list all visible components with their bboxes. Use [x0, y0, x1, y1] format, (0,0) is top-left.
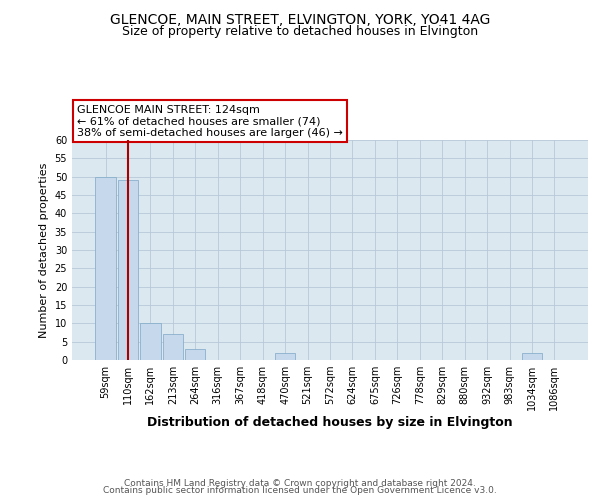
Text: Contains public sector information licensed under the Open Government Licence v3: Contains public sector information licen…: [103, 486, 497, 495]
Bar: [522, 352, 542, 360]
Bar: [118, 180, 138, 360]
Bar: [275, 352, 295, 360]
Text: GLENCOE, MAIN STREET, ELVINGTON, YORK, YO41 4AG: GLENCOE, MAIN STREET, ELVINGTON, YORK, Y…: [110, 12, 490, 26]
Text: Size of property relative to detached houses in Elvington: Size of property relative to detached ho…: [122, 25, 478, 38]
X-axis label: Distribution of detached houses by size in Elvington: Distribution of detached houses by size …: [147, 416, 513, 428]
Bar: [140, 324, 161, 360]
Text: GLENCOE MAIN STREET: 124sqm
← 61% of detached houses are smaller (74)
38% of sem: GLENCOE MAIN STREET: 124sqm ← 61% of det…: [77, 104, 343, 138]
Bar: [95, 176, 116, 360]
Text: Contains HM Land Registry data © Crown copyright and database right 2024.: Contains HM Land Registry data © Crown c…: [124, 478, 476, 488]
Bar: [163, 334, 183, 360]
Y-axis label: Number of detached properties: Number of detached properties: [39, 162, 49, 338]
Bar: [185, 349, 205, 360]
